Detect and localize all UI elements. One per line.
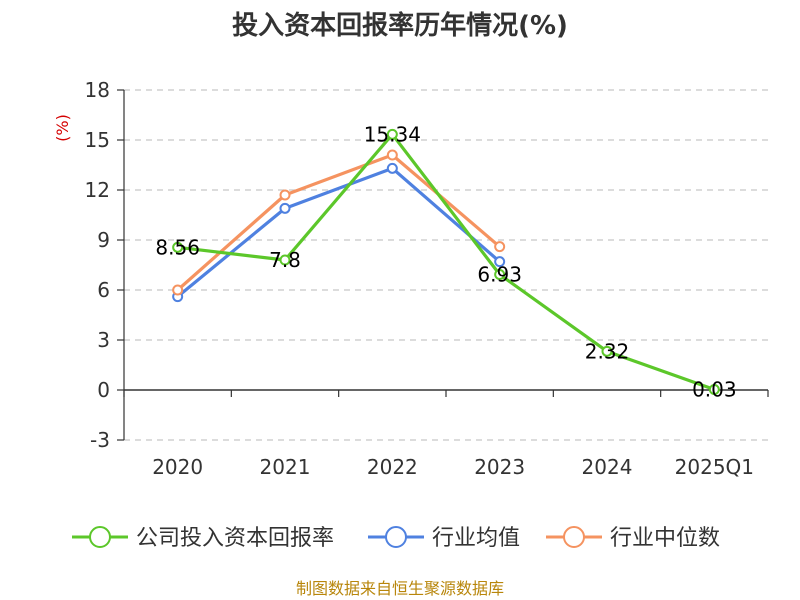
legend-item-company[interactable]: 公司投入资本回报率	[72, 526, 334, 551]
y-axis-label: (%)	[53, 114, 72, 142]
x-tick-label: 2020	[152, 455, 203, 479]
series-industry-mean	[172, 162, 506, 303]
y-tick-label: 0	[97, 378, 110, 402]
data-point	[172, 284, 184, 296]
y-tick-label: -3	[90, 428, 110, 452]
y-tick-label: 3	[97, 328, 110, 352]
y-tick-label: 6	[97, 278, 110, 302]
legend-item-industry-median[interactable]: 行业中位数	[546, 526, 720, 551]
x-tick-label: 2021	[260, 455, 311, 479]
data-label: 2.32	[585, 339, 630, 363]
series-line	[176, 166, 501, 298]
axes: 18 15 12 9 6 3 0 -3 2020 2021 2022 2023 2024 2025Q1	[85, 78, 769, 479]
series-line	[176, 153, 501, 292]
legend-marker-icon	[563, 526, 585, 548]
data-label: 15.34	[364, 122, 421, 146]
data-point	[494, 269, 506, 280]
legend[interactable]: 公司投入资本回报率 行业均值 行业中位数	[72, 526, 720, 551]
legend-marker-icon	[385, 526, 407, 548]
series-industry-median	[172, 149, 506, 296]
data-labels: 8.56 7.8 15.34 6.93 2.32 0.03	[155, 122, 736, 401]
data-point	[172, 241, 184, 253]
grid	[124, 89, 768, 441]
data-label: 8.56	[155, 235, 200, 259]
data-label: 0.03	[692, 378, 737, 402]
data-label: 7.8	[269, 248, 301, 272]
data-point	[386, 162, 398, 174]
data-point	[279, 254, 291, 266]
data-point	[386, 128, 398, 140]
series-line	[177, 132, 715, 392]
legend-item-industry-mean[interactable]: 行业均值	[368, 526, 520, 551]
legend-label: 公司投入资本回报率	[136, 526, 334, 551]
data-point	[386, 149, 398, 161]
y-tick-label: 12	[85, 178, 110, 202]
x-tick-label: 2022	[367, 455, 418, 479]
x-tick-label: 2024	[582, 455, 633, 479]
y-tick-label: 18	[85, 78, 110, 102]
y-tick-label: 15	[85, 128, 110, 152]
x-tick-label: 2023	[474, 455, 525, 479]
series-company	[172, 128, 720, 395]
y-tick-label: 9	[97, 228, 110, 252]
data-point	[279, 189, 291, 201]
data-point	[494, 256, 506, 268]
legend-label: 行业中位数	[610, 526, 720, 551]
data-point	[279, 202, 291, 214]
x-tick-label: 2025Q1	[675, 455, 754, 479]
legend-marker-icon	[89, 526, 111, 548]
data-point	[494, 241, 506, 253]
series-lines	[172, 128, 720, 395]
source-note: 制图数据来自恒生聚源数据库	[296, 579, 504, 598]
chart-title: 投入资本回报率历年情况(%)	[232, 10, 568, 41]
data-label: 6.93	[477, 263, 522, 287]
data-point	[601, 345, 613, 357]
legend-label: 行业均值	[432, 526, 520, 551]
data-point	[708, 384, 720, 395]
